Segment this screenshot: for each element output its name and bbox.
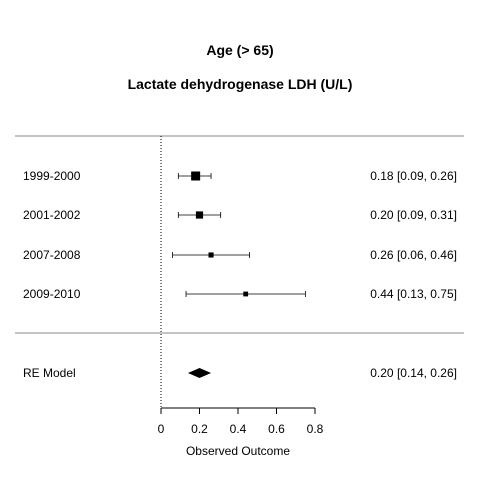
study-label: 2001-2002: [23, 208, 81, 222]
study-point: [208, 252, 214, 258]
study-point: [191, 171, 201, 181]
study-label: 2009-2010: [23, 287, 81, 301]
x-axis-label: Observed Outcome: [185, 444, 291, 458]
study-estimate-text: 0.18 [0.09, 0.26]: [370, 169, 457, 183]
summary-diamond: [187, 368, 212, 378]
x-tick-label: 0: [157, 422, 165, 436]
summary-estimate-text: 0.20 [0.14, 0.26]: [370, 366, 457, 380]
chart-subtitle: Lactate dehydrogenase LDH (U/L): [127, 76, 353, 92]
x-tick-label: 0.6: [268, 422, 285, 436]
study-point: [195, 211, 204, 219]
study-estimate-text: 0.44 [0.13, 0.75]: [370, 287, 457, 301]
x-tick-label: 0.2: [191, 422, 208, 436]
chart-title: Age (> 65): [206, 42, 274, 58]
study-label: 2007-2008: [23, 248, 81, 262]
study-estimate-text: 0.20 [0.09, 0.31]: [370, 208, 457, 222]
x-tick-label: 0.8: [306, 422, 324, 436]
study-label: 1999-2000: [23, 169, 81, 183]
x-tick-label: 0.4: [229, 422, 247, 436]
summary-label: RE Model: [23, 366, 76, 380]
study-point: [243, 291, 249, 297]
study-estimate-text: 0.26 [0.06, 0.46]: [370, 248, 457, 262]
